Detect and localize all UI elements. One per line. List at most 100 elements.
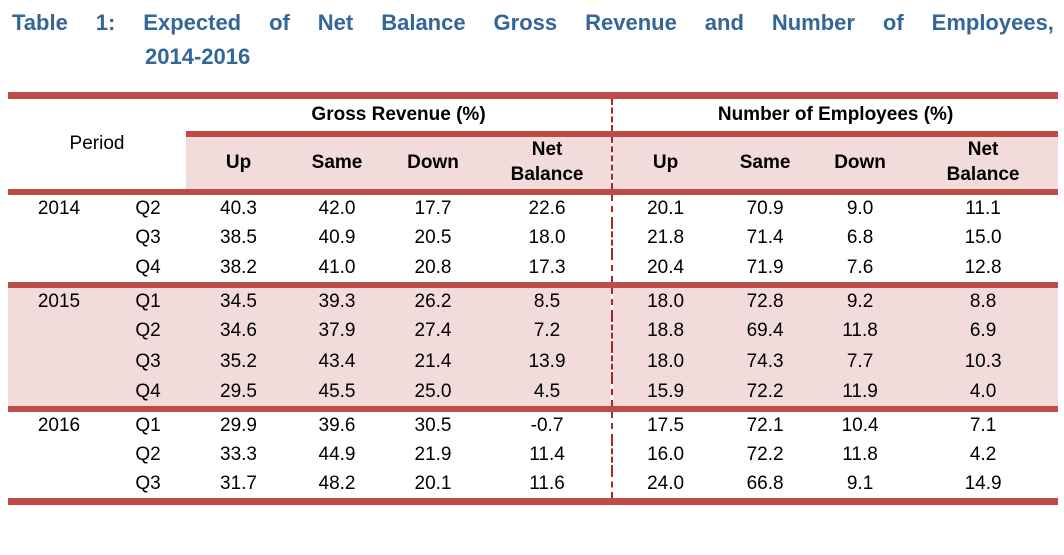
sub-header-emp-same: Same — [718, 133, 813, 195]
value-cell: 8.8 — [908, 284, 1059, 316]
value-cell: 40.3 — [186, 191, 292, 223]
table-row: Q4 29.5 45.5 25.0 4.5 15.9 72.2 11.9 4.0 — [8, 377, 1059, 409]
value-cell: 72.2 — [718, 377, 813, 409]
title-word: Gross — [493, 10, 558, 35]
value-cell: 12.8 — [908, 253, 1059, 285]
value-cell: 20.1 — [383, 470, 484, 502]
title-word: of — [882, 10, 904, 35]
value-cell: 41.0 — [291, 253, 384, 285]
table-row: Q3 38.5 40.9 20.5 18.0 21.8 71.4 6.8 15.0 — [8, 222, 1059, 254]
value-cell: 21.9 — [383, 439, 484, 471]
value-cell: 38.5 — [186, 222, 292, 254]
year-cell — [8, 346, 110, 378]
value-cell: 20.5 — [383, 222, 484, 254]
value-cell: 48.2 — [291, 470, 384, 502]
value-cell: 9.0 — [812, 191, 909, 223]
table-row: Q2 33.3 44.9 21.9 11.4 16.0 72.2 11.8 4.2 — [8, 439, 1059, 471]
value-cell: 17.3 — [483, 253, 613, 285]
value-cell: 18.0 — [611, 284, 719, 316]
quarter-cell: Q3 — [110, 470, 187, 502]
year-cell — [8, 377, 110, 409]
value-cell: 10.3 — [908, 346, 1059, 378]
value-cell: 33.3 — [186, 439, 292, 471]
value-cell: 39.6 — [291, 408, 384, 440]
value-cell: 17.7 — [383, 191, 484, 223]
title-word: Table — [12, 10, 68, 35]
year-cell — [8, 253, 110, 285]
value-cell: 14.9 — [908, 470, 1059, 502]
year-cell: 2015 — [8, 284, 110, 316]
value-cell: 71.9 — [718, 253, 813, 285]
value-cell: 39.3 — [291, 284, 384, 316]
sub-header-label: Down — [407, 151, 459, 173]
period-header: Period — [8, 95, 187, 195]
table-title: Table 1: Expected of Net Balance Gross Revenue a… — [0, 0, 1064, 74]
quarter-cell: Q3 — [110, 222, 187, 254]
title-word: Revenue — [585, 10, 677, 35]
sub-header-emp-up: Up — [611, 133, 719, 195]
value-cell: -0.7 — [483, 408, 613, 440]
value-cell: 20.4 — [611, 253, 719, 285]
year-cell — [8, 315, 110, 347]
quarter-cell: Q3 — [110, 346, 187, 378]
value-cell: 22.6 — [483, 191, 613, 223]
table-row: Q3 31.7 48.2 20.1 11.6 24.0 66.8 9.1 14.9 — [8, 470, 1059, 502]
value-cell: 34.5 — [186, 284, 292, 316]
value-cell: 17.5 — [611, 408, 719, 440]
quarter-cell: Q1 — [110, 284, 187, 316]
quarter-cell: Q4 — [110, 377, 187, 409]
title-word: Expected — [143, 10, 242, 35]
value-cell: 72.1 — [718, 408, 813, 440]
value-cell: 70.9 — [718, 191, 813, 223]
year-cell — [8, 470, 110, 502]
value-cell: 6.8 — [812, 222, 909, 254]
value-cell: 40.9 — [291, 222, 384, 254]
table-row: Q2 34.6 37.9 27.4 7.2 18.8 69.4 11.8 6.9 — [8, 315, 1059, 347]
sub-header-gross-net-balance: Net Balance — [483, 133, 613, 195]
value-cell: 35.2 — [186, 346, 292, 378]
table-header: Period Gross Revenue (%) Number of Emplo… — [8, 95, 1059, 195]
table-title-line2: 2014-2016 — [145, 44, 251, 69]
value-cell: 45.5 — [291, 377, 384, 409]
sub-header-label: Same — [311, 151, 363, 173]
title-word: and — [704, 10, 744, 35]
year-cell — [8, 222, 110, 254]
sub-header-emp-net-balance: Net Balance — [908, 133, 1059, 195]
sub-header-label: Down — [834, 151, 886, 173]
table-row: Q3 35.2 43.4 21.4 13.9 18.0 74.3 7.7 10.3 — [8, 346, 1059, 378]
value-cell: 4.5 — [483, 377, 613, 409]
value-cell: 7.7 — [812, 346, 909, 378]
title-word: Balance — [381, 10, 466, 35]
year-cell — [8, 439, 110, 471]
value-cell: 6.9 — [908, 315, 1059, 347]
quarter-cell: Q2 — [110, 191, 187, 223]
value-cell: 8.5 — [483, 284, 613, 316]
sub-header-label: Same — [739, 151, 791, 173]
table-row: 2014 Q2 40.3 42.0 17.7 22.6 20.1 70.9 9.0 11.1 — [8, 191, 1059, 223]
group-header-gross-revenue: Gross Revenue (%) — [186, 95, 613, 137]
value-cell: 30.5 — [383, 408, 484, 440]
value-cell: 31.7 — [186, 470, 292, 502]
value-cell: 66.8 — [718, 470, 813, 502]
value-cell: 21.4 — [383, 346, 484, 378]
value-cell: 9.2 — [812, 284, 909, 316]
value-cell: 18.0 — [483, 222, 613, 254]
year-section-2016: 2016 Q1 29.9 39.6 30.5 -0.7 17.5 72.1 10.4 7.1 Q2 3… — [8, 408, 1059, 502]
value-cell: 43.4 — [291, 346, 384, 378]
value-cell: 4.2 — [908, 439, 1059, 471]
value-cell: 7.6 — [812, 253, 909, 285]
value-cell: 13.9 — [483, 346, 613, 378]
value-cell: 24.0 — [611, 470, 719, 502]
year-section-2015: 2015 Q1 34.5 39.3 26.2 8.5 18.0 72.8 9.2 8.8 Q2 34.… — [8, 284, 1059, 409]
value-cell: 42.0 — [291, 191, 384, 223]
sub-header-emp-down: Down — [812, 133, 909, 195]
value-cell: 4.0 — [908, 377, 1059, 409]
sub-header-row: Up Same Down Net Balance Up Same Down Ne… — [8, 133, 1059, 195]
value-cell: 18.8 — [611, 315, 719, 347]
table-row: 2015 Q1 34.5 39.3 26.2 8.5 18.0 72.8 9.2 8.8 — [8, 284, 1059, 316]
year-section-2014: 2014 Q2 40.3 42.0 17.7 22.6 20.1 70.9 9.0 11.1 Q3 3… — [8, 191, 1059, 285]
value-cell: 11.8 — [812, 439, 909, 471]
value-cell: 25.0 — [383, 377, 484, 409]
value-cell: 38.2 — [186, 253, 292, 285]
year-cell: 2014 — [8, 191, 110, 223]
